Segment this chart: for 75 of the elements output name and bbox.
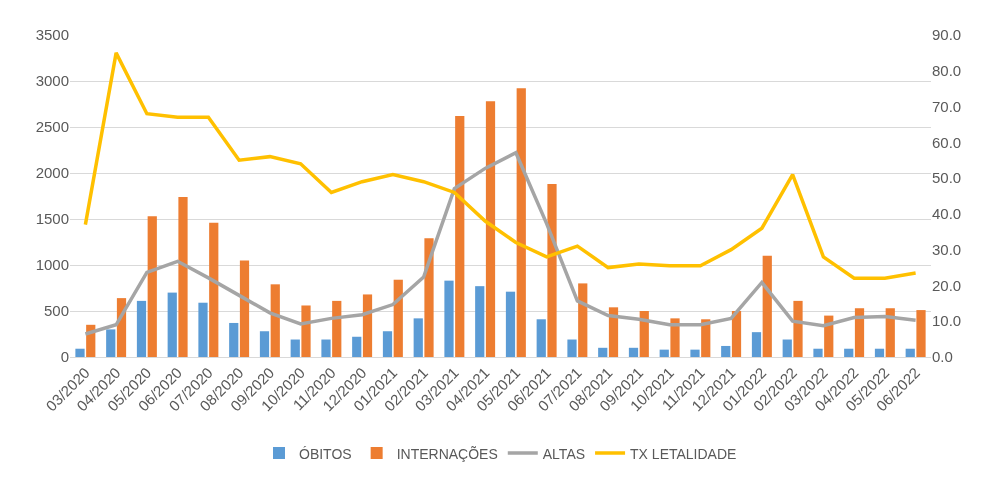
- y-tick-label: 3000: [35, 72, 69, 90]
- bar: [505, 291, 516, 357]
- bar: [393, 279, 403, 357]
- bar: [475, 286, 485, 357]
- bar: [762, 255, 772, 357]
- line-series: [83, 151, 918, 336]
- y2-tick-label: 40.0: [932, 205, 962, 223]
- y2-tick-label: 30.0: [932, 240, 962, 258]
- bar: [578, 283, 588, 357]
- bar: [639, 311, 649, 357]
- bar: [239, 260, 250, 357]
- y2-tick-label: 10.0: [932, 312, 962, 330]
- bar: [209, 222, 219, 357]
- y2-tick-label: 50.0: [932, 169, 962, 187]
- bar: [229, 322, 239, 357]
- bar: [178, 196, 188, 357]
- legend-label: TX LETALIDADE: [630, 445, 737, 462]
- bar: [628, 347, 639, 357]
- bar: [290, 339, 300, 357]
- bar: [352, 336, 362, 357]
- bar: [793, 300, 803, 357]
- bar: [136, 300, 147, 357]
- bar: [608, 307, 619, 357]
- y-tick-label: 500: [43, 302, 69, 320]
- bar: [382, 331, 393, 357]
- bar: [567, 339, 577, 357]
- bar: [332, 300, 342, 357]
- bar: [844, 348, 854, 357]
- bar: [813, 348, 823, 357]
- bar: [167, 292, 177, 357]
- y-tick-label: 1500: [35, 210, 69, 228]
- bar: [270, 284, 280, 357]
- bar: [905, 348, 915, 357]
- bar: [885, 308, 895, 357]
- y-tick-label: 2000: [35, 164, 69, 182]
- y-tick-label: 2500: [35, 118, 69, 136]
- bar: [751, 332, 762, 357]
- bar: [301, 305, 311, 357]
- bar: [259, 331, 270, 357]
- y2-tick-label: 80.0: [932, 62, 962, 80]
- bar: [106, 329, 116, 357]
- bar: [659, 349, 669, 357]
- bar: [854, 308, 865, 357]
- bar: [536, 319, 546, 357]
- bar: [782, 339, 792, 357]
- legend-label: ALTAS: [542, 445, 586, 462]
- bar: [485, 101, 496, 357]
- y-tick-label: 1000: [35, 256, 69, 274]
- y-tick-label: 3500: [35, 26, 69, 44]
- legend-label: INTERNAÇÕES: [396, 445, 498, 462]
- y-tick-label: 0: [60, 348, 69, 366]
- bar: [424, 238, 434, 357]
- y2-tick-label: 60.0: [932, 133, 962, 151]
- y2-tick-label: 20.0: [932, 276, 962, 294]
- bar: [916, 310, 926, 357]
- legend-label: ÓBITOS: [299, 445, 352, 462]
- bar: [362, 294, 373, 357]
- bar: [321, 339, 331, 357]
- bar: [690, 349, 700, 357]
- bar: [147, 216, 157, 357]
- bar: [516, 88, 526, 357]
- bar: [444, 280, 454, 357]
- y2-tick-label: 0.0: [932, 348, 953, 366]
- bar: [413, 318, 423, 357]
- bar: [731, 311, 742, 357]
- bar: [721, 345, 731, 357]
- y2-tick-label: 70.0: [932, 97, 962, 115]
- bar: [455, 115, 465, 357]
- bar: [874, 348, 885, 357]
- bar: [75, 348, 85, 357]
- bar: [598, 347, 608, 357]
- bar: [547, 184, 557, 357]
- y2-tick-label: 90.0: [932, 26, 962, 44]
- bar: [198, 302, 208, 357]
- line-series: [83, 51, 918, 281]
